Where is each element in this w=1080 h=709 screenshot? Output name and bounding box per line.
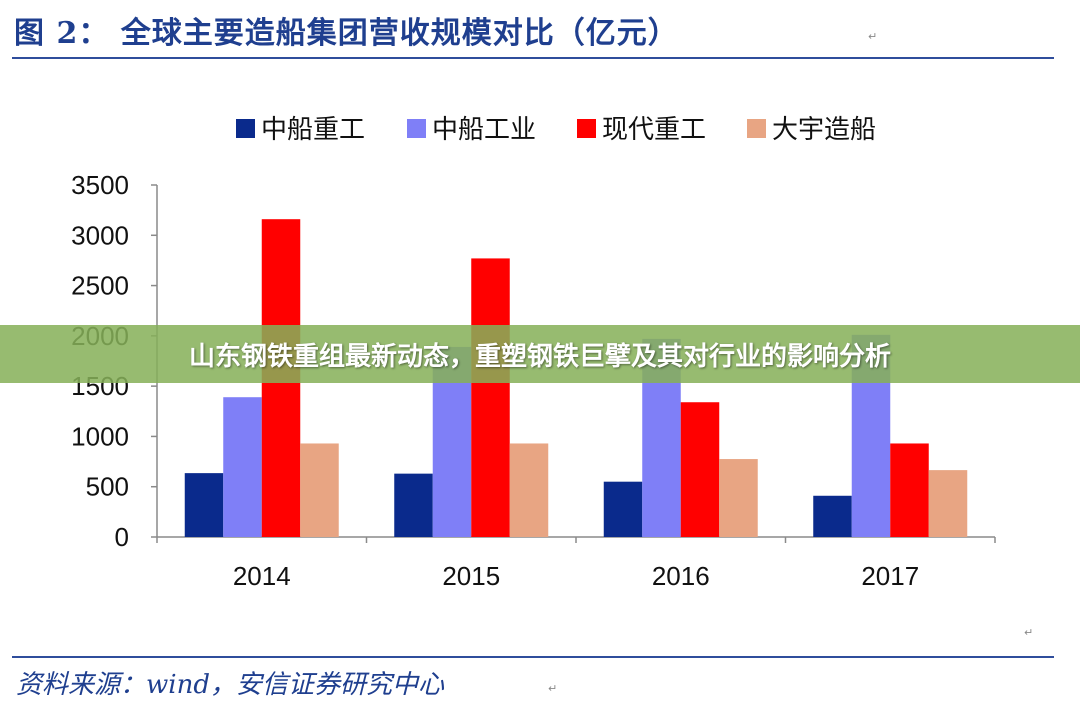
legend-swatch: [236, 119, 255, 138]
bar-2016-1: [603, 481, 643, 537]
legend-label: 大宇造船: [772, 115, 876, 145]
legend-swatch: [407, 119, 426, 138]
legend-label: 中船重工: [261, 115, 365, 145]
small-mark: ↵: [868, 30, 878, 43]
legend-label: 现代重工: [602, 115, 706, 145]
bar-2014-4: [300, 443, 339, 537]
legend-label: 中船工业: [432, 115, 536, 145]
bar-2014-1: [184, 473, 224, 537]
bar-2016-4: [719, 459, 758, 537]
chart-bars: [184, 219, 968, 538]
y-tick-label: 0: [115, 522, 129, 552]
title-divider: [12, 57, 1054, 59]
y-tick-label: 500: [86, 472, 129, 502]
x-tick-label: 2017: [861, 561, 919, 591]
y-tick-label: 3500: [71, 170, 129, 200]
bar-2017-1: [813, 495, 852, 537]
bar-2015-3: [471, 258, 510, 537]
bar-2014-2: [223, 397, 262, 537]
x-tick-label: 2014: [233, 561, 291, 591]
x-tick-label: 2016: [652, 561, 710, 591]
legend-swatch: [577, 119, 596, 138]
headline-text: 山东钢铁重组最新动态，重塑钢铁巨擘及其对行业的影响分析: [188, 341, 891, 372]
x-tick-label: 2015: [442, 561, 500, 591]
bar-2016-3: [680, 402, 720, 537]
headline-banner: 山东钢铁重组最新动态，重塑钢铁巨擘及其对行业的影响分析: [0, 325, 1080, 383]
y-tick-label: 1000: [71, 421, 129, 451]
figure-title: 图 2： 全球主要造船集团营收规模对比（亿元）: [14, 16, 679, 51]
y-tick-label: 2500: [71, 271, 129, 301]
bar-2017-3: [890, 443, 929, 537]
chart-legend: 中船重工 中船工业 现代重工 大宇造船: [236, 115, 876, 145]
bar-2015-4: [509, 443, 549, 537]
bar-2015-1: [394, 473, 433, 537]
y-tick-label: 3000: [71, 220, 129, 250]
bar-2017-4: [928, 470, 968, 537]
small-mark: ↵: [548, 682, 558, 695]
legend-swatch: [747, 119, 766, 138]
small-mark: ↵: [1024, 626, 1034, 639]
source-note: 资料来源：wind，安信证券研究中心: [16, 670, 444, 700]
source-divider: [12, 656, 1054, 658]
